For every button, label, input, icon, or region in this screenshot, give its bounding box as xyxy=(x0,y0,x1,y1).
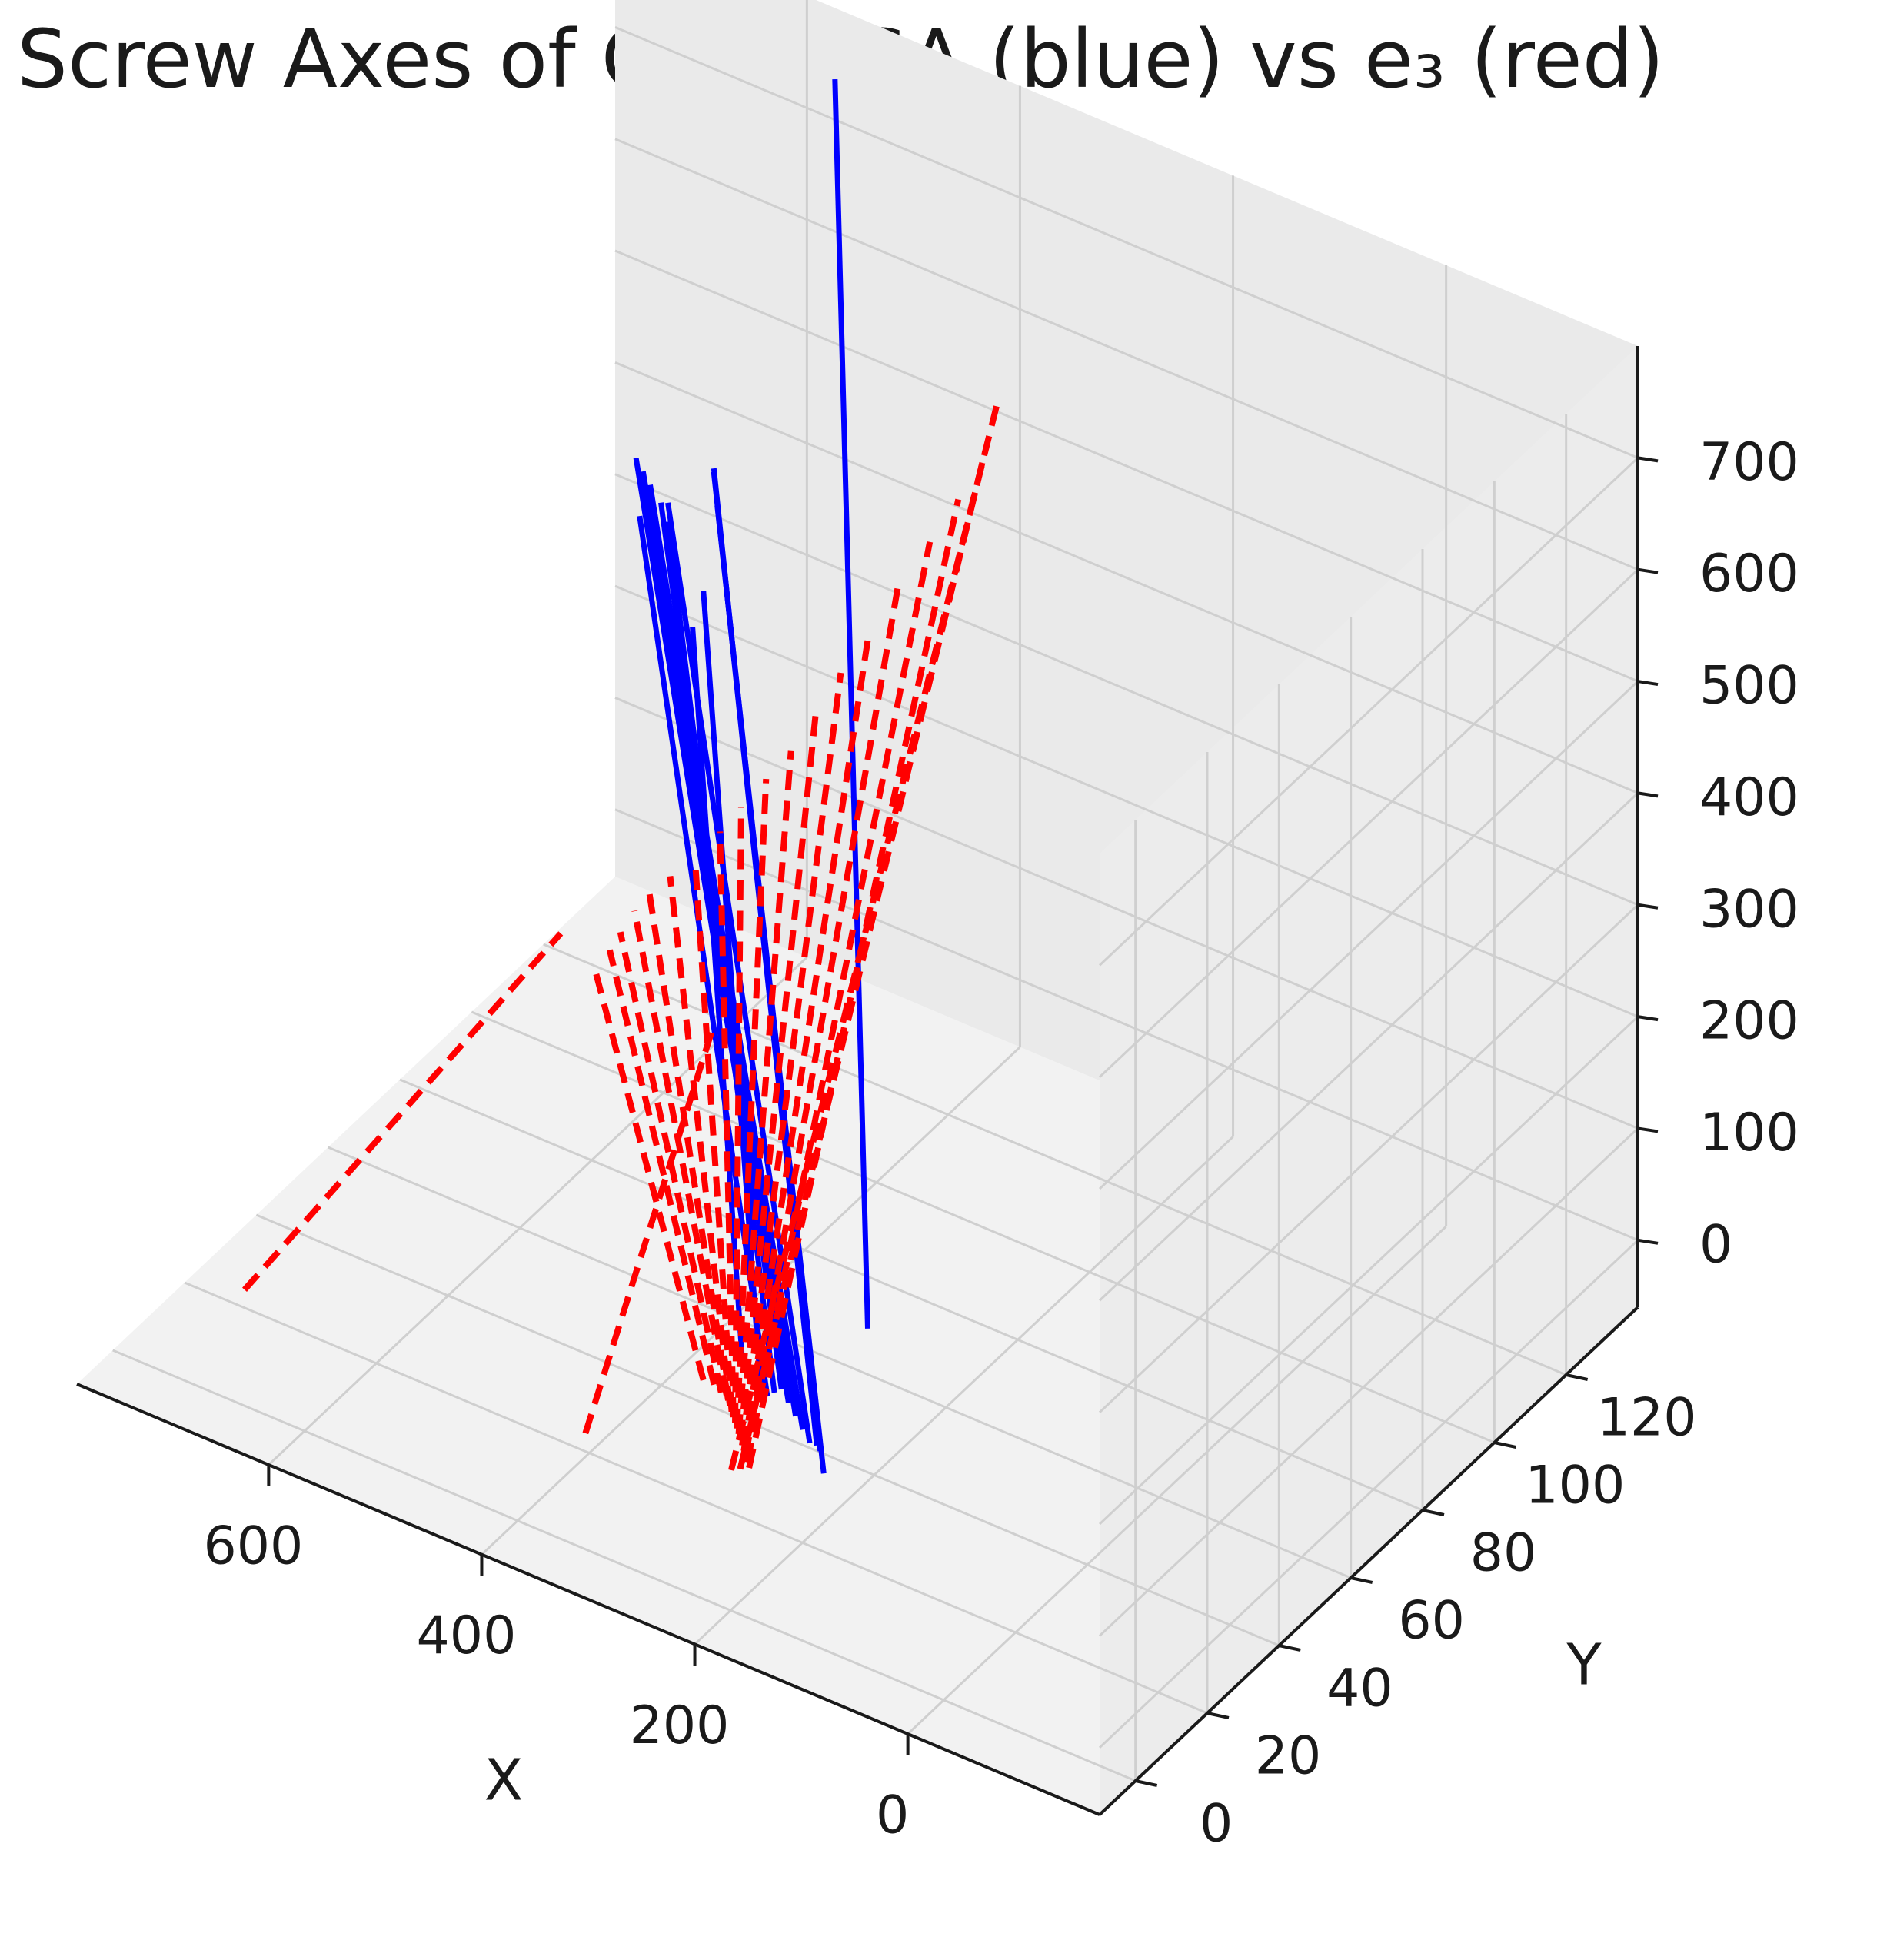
e3-axis-segment xyxy=(735,750,794,1435)
grid-z-left xyxy=(614,25,1639,459)
y-tick-label: 20 xyxy=(1255,1726,1322,1787)
e3-axis-segment xyxy=(606,949,717,1386)
y-tick-mark xyxy=(1278,1644,1301,1652)
axis-lines xyxy=(76,346,1659,1816)
grid-y-floor xyxy=(184,1281,1208,1715)
z-tick-mark xyxy=(1637,1126,1659,1133)
e3-axis-segment xyxy=(242,931,564,1292)
e3-axis-segment xyxy=(732,807,744,1423)
grid-z-right xyxy=(1098,903,1639,1413)
z-tick-label: 500 xyxy=(1699,656,1799,717)
grid-z-left xyxy=(614,808,1639,1242)
y-tick-mark xyxy=(1350,1576,1373,1584)
grid-z-right xyxy=(1098,1239,1639,1749)
grid-z-right xyxy=(1098,457,1639,967)
isa-axis-segment xyxy=(637,515,770,1396)
e3-axis-segment xyxy=(667,876,734,1406)
e3-axis-segment xyxy=(740,630,873,1452)
grid-y-floor xyxy=(328,1146,1352,1579)
z-tick-label: 400 xyxy=(1699,767,1799,828)
z-tick-label: 300 xyxy=(1699,879,1799,940)
e3-axis-segment xyxy=(645,889,731,1401)
e3-axis-segment xyxy=(742,587,901,1458)
y-tick-mark xyxy=(1566,1373,1589,1381)
e3-axis-segment xyxy=(617,931,724,1393)
x-axis-line xyxy=(76,1383,1100,1816)
grid-y-floor xyxy=(112,1349,1137,1782)
x-axis-label: X xyxy=(484,1748,524,1814)
y-tick-label: 80 xyxy=(1470,1523,1537,1584)
e3-axis-segment xyxy=(744,541,934,1463)
e3-axis-segment xyxy=(737,450,988,1470)
grid-z-left xyxy=(614,361,1639,794)
e3-axis-segment xyxy=(631,910,730,1396)
y-tick-label: 60 xyxy=(1398,1591,1465,1652)
y-tick-mark xyxy=(1422,1509,1445,1516)
grid-z-left xyxy=(614,584,1639,1018)
z-tick-mark xyxy=(1637,680,1659,687)
z-tick-mark xyxy=(1637,903,1659,910)
z-tick-label: 600 xyxy=(1699,544,1799,604)
grid-z-right xyxy=(1098,1127,1639,1637)
isa-axis-segment xyxy=(711,468,820,1446)
grid-y-floor xyxy=(255,1213,1280,1647)
grid-x-floor xyxy=(694,1136,1234,1646)
z-tick-mark xyxy=(1637,791,1659,798)
grid-y-floor xyxy=(399,1078,1423,1512)
grid-z-right xyxy=(1098,680,1639,1190)
e3-axis-segment xyxy=(717,831,737,1418)
y-axis-line xyxy=(1098,1306,1639,1816)
e3-axis-segment xyxy=(746,498,962,1469)
y-tick-mark xyxy=(1493,1441,1516,1449)
grid-z-left xyxy=(614,473,1639,907)
isa-axis-segment xyxy=(701,591,764,1383)
z-tick-mark xyxy=(1637,456,1659,463)
y-tick-label: 40 xyxy=(1326,1659,1393,1719)
y-tick-label: 100 xyxy=(1525,1456,1625,1516)
z-tick-label: 200 xyxy=(1699,991,1799,1052)
axis-panes xyxy=(77,0,1638,1815)
y-tick-label: 0 xyxy=(1200,1794,1233,1855)
grid-z-right xyxy=(1098,1016,1639,1526)
e3-axis-segment xyxy=(739,672,844,1446)
x-tick-label: 0 xyxy=(876,1785,909,1846)
back-right-pane xyxy=(1100,346,1638,1815)
grid-z-left xyxy=(614,249,1639,683)
z-tick-label: 100 xyxy=(1699,1103,1799,1163)
y-tick-label: 120 xyxy=(1597,1388,1697,1449)
x-tick-label: 400 xyxy=(417,1606,517,1666)
y-tick-mark xyxy=(1206,1712,1230,1719)
y-axis-label: Y xyxy=(1566,1632,1602,1699)
grid-z-left xyxy=(614,697,1639,1130)
z-tick-mark xyxy=(1637,567,1659,574)
e3-axis-segment xyxy=(592,970,707,1381)
grid-x-floor xyxy=(907,1225,1447,1735)
isa-axis-segment xyxy=(832,78,870,1329)
grid-z-right xyxy=(1098,568,1639,1078)
e3-axis-segment xyxy=(734,778,770,1429)
isa-axis-segment xyxy=(665,521,777,1393)
x-tick-label: 600 xyxy=(203,1516,303,1577)
grid-z-right xyxy=(1098,792,1639,1302)
z-tick-mark xyxy=(1637,1015,1659,1022)
x-tick-label: 200 xyxy=(630,1695,730,1756)
grid-z-left xyxy=(614,138,1639,571)
z-tick-mark xyxy=(1637,1238,1659,1245)
isa-axis-segment xyxy=(690,627,746,1365)
series-group xyxy=(242,78,1001,1474)
e3-axis-segment xyxy=(582,1027,716,1435)
z-tick-label: 0 xyxy=(1699,1214,1732,1275)
y-tick-mark xyxy=(1135,1779,1158,1787)
z-tick-label: 700 xyxy=(1699,432,1799,493)
